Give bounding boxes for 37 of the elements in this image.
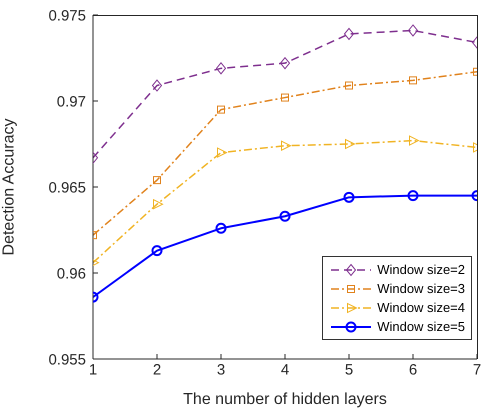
y-tick-label: 0.965 — [48, 179, 86, 196]
x-tick-label: 4 — [280, 362, 290, 379]
legend-label: Window size=4 — [377, 300, 465, 315]
point — [217, 106, 225, 114]
legend-label: Window size=5 — [377, 319, 465, 334]
point — [281, 94, 289, 102]
x-tick-label: 6 — [408, 362, 418, 379]
x-tick-label: 2 — [152, 362, 162, 379]
x-tick-label: 1 — [88, 362, 98, 379]
y-tick-label: 0.96 — [56, 265, 86, 282]
point — [344, 28, 354, 40]
point — [153, 176, 161, 184]
x-tick-label: 3 — [216, 362, 226, 379]
point — [345, 139, 355, 149]
point — [216, 222, 226, 234]
y-tick-label: 0.97 — [56, 93, 86, 110]
point — [408, 24, 418, 36]
point — [280, 210, 290, 222]
y-axis-title: Detection Accuracy — [0, 118, 18, 256]
x-tick-label: 5 — [344, 362, 354, 379]
legend-label: Window size=2 — [377, 262, 465, 277]
point — [345, 82, 353, 90]
point — [153, 199, 163, 210]
point — [408, 190, 418, 202]
y-tick-label: 0.955 — [48, 351, 86, 368]
point — [216, 62, 226, 74]
point — [281, 140, 291, 151]
y-tick-label: 0.975 — [48, 7, 86, 24]
point — [217, 148, 227, 158]
point — [344, 192, 354, 203]
point — [409, 76, 417, 84]
x-tick-label: 7 — [472, 362, 482, 379]
point — [152, 245, 162, 256]
legend-label: Window size=3 — [377, 281, 465, 296]
point — [280, 57, 290, 70]
x-axis-title: The number of hidden layers — [183, 391, 387, 408]
point — [152, 80, 162, 92]
